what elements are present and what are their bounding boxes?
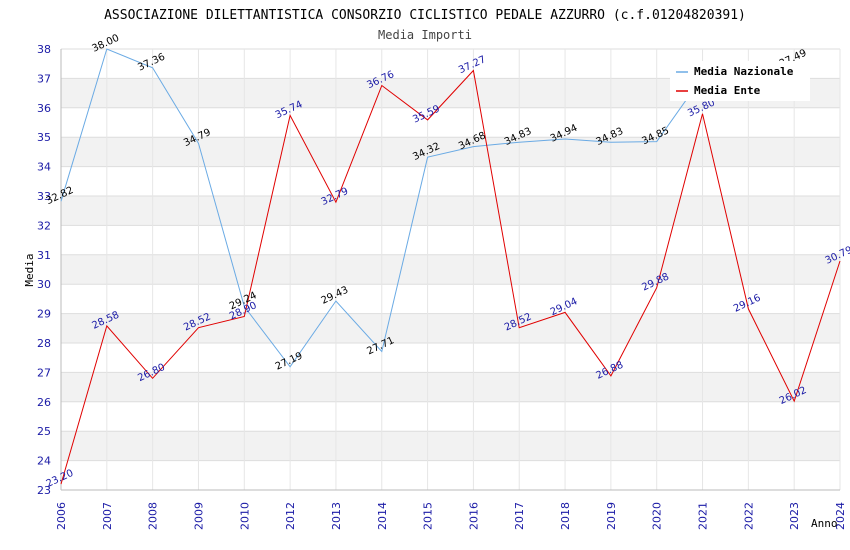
x-tick-label: 2009 [192,502,205,530]
y-tick-label: 34 [37,161,51,174]
data-label: 29.43 [320,285,351,307]
y-tick-label: 33 [37,190,51,203]
series-lines [60,49,841,485]
x-tick-label: 2021 [697,502,710,530]
x-axis-label: Anno [811,517,838,530]
series-line-media-ente [60,69,841,485]
y-tick-label: 23 [37,484,51,497]
x-tick-label: 2020 [651,502,664,530]
data-label: 27.19 [274,351,305,373]
y-tick-labels: 23 24 25 26 27 28 29 30 31 32 33 34 35 36 37 38 [37,43,51,497]
grid-band [61,313,840,343]
gridlines [60,48,841,491]
y-tick-label: 32 [37,219,51,232]
x-tick-label: 2010 [238,502,251,530]
legend: Media Nazionale Media Ente [670,61,810,101]
grid-band [61,196,840,226]
y-tick-label: 36 [37,102,51,115]
y-tick-label: 29 [37,308,51,321]
legend-box [670,61,810,101]
x-tick-label: 2017 [513,502,526,530]
legend-label-media-nazionale: Media Nazionale [694,65,794,78]
y-axis-label: Media [23,253,36,286]
y-tick-label: 35 [37,131,51,144]
x-tick-label: 2014 [376,502,389,530]
x-tick-label: 2013 [330,502,343,530]
y-tick-label: 24 [37,455,51,468]
chart-subtitle: Media Importi [378,28,472,42]
legend-label-media-ente: Media Ente [694,84,761,97]
x-tick-label: 2016 [467,502,480,530]
y-tick-label: 28 [37,337,51,350]
grid-band [61,254,840,285]
y-tick-label: 30 [37,278,51,291]
y-tick-label: 31 [37,249,51,262]
x-tick-label: 2018 [559,502,572,530]
x-tick-label: 2007 [101,502,114,530]
y-tick-label: 27 [37,366,51,379]
chart-title: ASSOCIAZIONE DILETTANTISTICA CONSORZIO C… [104,8,746,23]
data-label: 37.36 [136,52,167,74]
grid-bands [61,78,840,461]
data-label: 23.20 [45,468,76,490]
x-tick-label: 2008 [147,502,160,530]
grid-band [61,431,840,461]
y-tick-label: 25 [37,425,51,438]
y-tick-label: 38 [37,43,51,56]
x-tick-label: 2006 [55,502,68,530]
x-tick-label: 2012 [284,502,297,530]
y-tick-label: 37 [37,72,51,85]
data-label: 29.16 [732,293,763,315]
y-tick-label: 26 [37,396,51,409]
x-tick-label: 2024 [834,502,847,530]
x-tick-label: 2015 [422,502,435,530]
x-tick-label: 2022 [742,502,755,530]
x-tick-label: 2023 [788,502,801,530]
grid-band [61,372,840,402]
data-label: 37.27 [457,54,488,76]
x-tick-labels: 2006 2007 2008 2009 2010 2012 2013 2014 2015 2016… [55,502,847,530]
x-tick-label: 2019 [605,502,618,530]
